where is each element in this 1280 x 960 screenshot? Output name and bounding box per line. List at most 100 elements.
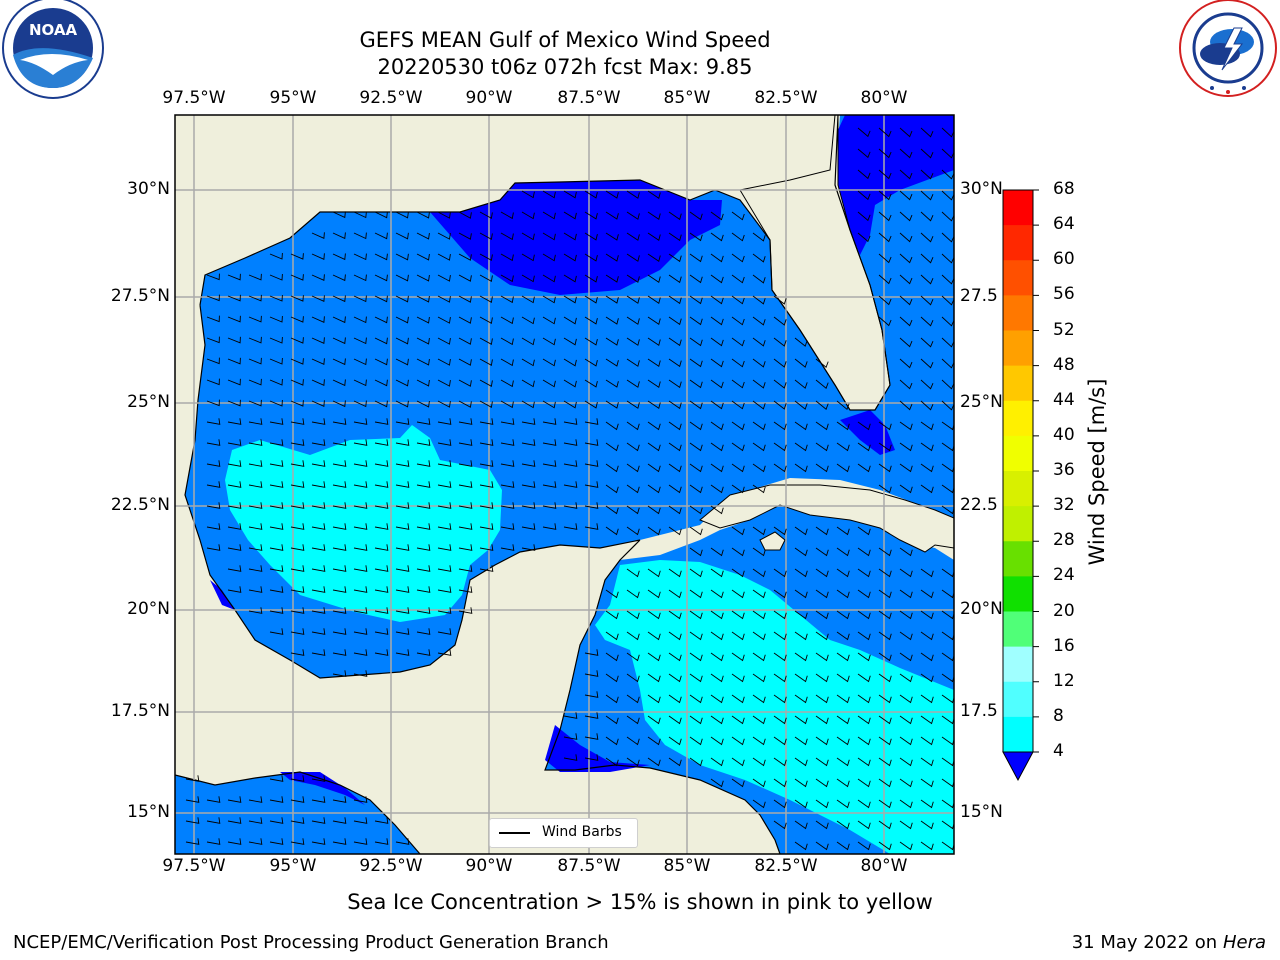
wind-barb [311,523,326,530]
wind-barb [290,379,304,386]
wind-barb [689,253,703,263]
wind-barb [395,523,410,530]
wind-barb [731,232,745,242]
wind-barb [227,336,241,344]
wind-barb [542,211,556,220]
wind-barb [710,232,724,242]
wind-barb [626,757,640,767]
wind-barb [248,817,263,824]
wind-barb [500,337,514,346]
wind-barb [857,232,871,243]
wind-barb [563,358,577,367]
lat-label-left: 22.5°N [110,495,170,515]
wind-barb [773,631,787,641]
wind-barb [941,379,954,390]
wind-barb [605,295,619,304]
wind-barb [269,838,284,845]
wind-barb [899,337,913,348]
wind-barb [332,838,347,845]
wind-barb [752,715,766,725]
wind-barb [206,544,221,551]
wind-barb [710,715,724,725]
wind-barb [710,568,724,578]
wind-barb [836,673,850,683]
colorbar-segment [1003,260,1033,296]
western-gulf-high-wind [225,425,502,622]
wind-barb [710,295,724,305]
wind-barb [878,274,892,285]
wind-barb [920,190,934,201]
wind-barb [920,400,934,411]
wind-barb [437,523,452,530]
wind-barb [626,358,640,367]
wind-barb [269,315,283,323]
wind-barb [521,439,536,446]
wind-barb [689,715,703,725]
wind-barb [311,337,325,344]
wind-barb [563,232,577,241]
wind-barb [752,631,766,641]
wind-barb [353,817,368,824]
wind-barb [920,652,934,662]
wind-barb [857,820,871,830]
wind-barb [227,315,241,323]
wind-barb [668,715,682,725]
wind-barb [626,610,640,620]
wind-barb [374,544,389,551]
wind-barb [878,295,892,306]
wind-barb [458,439,473,446]
wind-barb [815,736,829,746]
wind-barb [857,673,871,683]
wind-barb [920,211,934,222]
colorbar-segment [1003,576,1033,612]
wind-barb [269,294,283,302]
wind-barb [878,757,892,767]
wind-barb [731,484,745,494]
wind-barb [584,523,599,530]
wind-barb [269,544,284,551]
wind-barb [920,358,934,369]
wind-barb [206,418,221,425]
wind-barb [794,778,808,788]
wind-barb [227,838,242,845]
wind-barb [941,337,954,348]
wind-barb [416,400,430,408]
lon-label-top: 80°W [860,88,908,108]
colorbar-segment [1003,681,1033,718]
wind-barb [794,610,808,620]
wind-barb [353,796,368,803]
wind-barb [332,211,346,219]
wind-barb [878,169,892,180]
wind-barb [605,463,619,473]
wind-barb [920,484,934,494]
wind-barb [878,211,892,222]
wind-barb [857,778,871,788]
wind-barb [857,652,871,662]
wind-barb [521,190,535,199]
wind-barb [437,502,452,509]
wind-barb [332,460,347,467]
wind-barb [374,295,388,303]
colorbar-tick-label: 8 [1053,705,1064,726]
wind-barb [542,481,557,488]
wind-barb [416,295,430,303]
wind-barb [647,232,661,242]
wind-barb [248,586,263,593]
wind-barb [857,127,871,138]
wind-barb [416,439,431,446]
wind-barb [878,736,892,746]
wind-barb [479,211,493,220]
wind-barb [563,337,577,346]
wind-barb [311,400,325,407]
wind-barb [206,399,220,407]
wind-barb [206,481,221,488]
wind-barb [899,778,913,788]
wind-barb [563,295,577,304]
wind-barb [227,439,242,446]
wind-barb [773,337,787,347]
wind-barb [647,253,661,263]
wind-barb [311,649,326,656]
wind-barb [647,505,661,515]
wind-barb [773,316,787,326]
wind-barb [752,652,766,662]
